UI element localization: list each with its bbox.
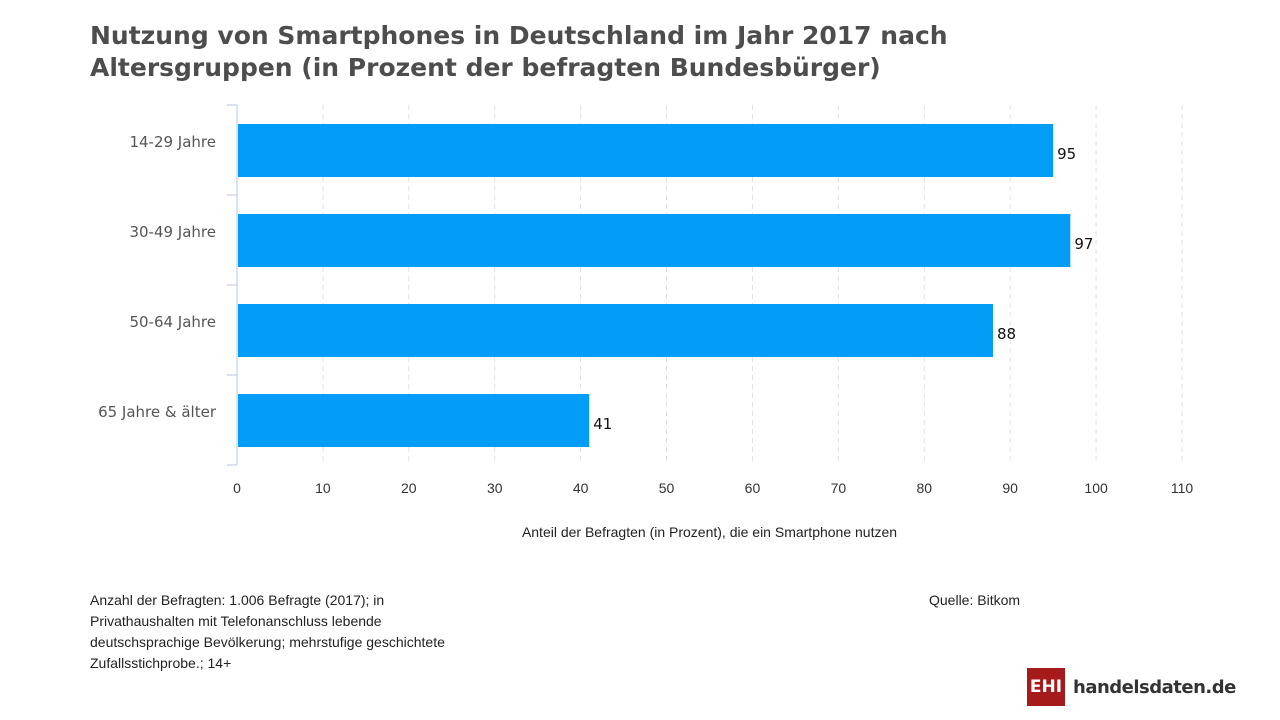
bar bbox=[238, 394, 590, 447]
y-category-label: 50-64 Jahre bbox=[129, 313, 216, 331]
y-category-label: 14-29 Jahre bbox=[129, 133, 216, 151]
y-category-label: 30-49 Jahre bbox=[129, 223, 216, 241]
x-tick-label: 40 bbox=[573, 480, 589, 496]
x-tick-label: 90 bbox=[1002, 480, 1018, 496]
x-tick-label: 100 bbox=[1084, 480, 1108, 496]
y-category-label: 65 Jahre & älter bbox=[98, 403, 217, 421]
chart-title: Nutzung von Smartphones in Deutschland i… bbox=[90, 21, 948, 82]
footnote: Anzahl der Befragten: 1.006 Befragte (20… bbox=[90, 592, 445, 671]
x-tick-label: 10 bbox=[315, 480, 331, 496]
x-tick-label: 60 bbox=[745, 480, 761, 496]
bar-chart: 0 10 20 30 40 50 60 70 80 90 100 110 14-29 Jahre 95 30… bbox=[98, 104, 1194, 540]
x-axis-title: Anteil der Befragten (in Prozent), die e… bbox=[522, 524, 897, 540]
ehi-logo[interactable]: EHI handelsdaten.de bbox=[1027, 668, 1236, 706]
bar bbox=[238, 214, 1071, 267]
x-tick-label: 20 bbox=[401, 480, 417, 496]
data-label: 97 bbox=[1074, 235, 1093, 253]
x-tick-label: 80 bbox=[916, 480, 932, 496]
x-tick-label: 70 bbox=[831, 480, 847, 496]
logo-text: handelsdaten.de bbox=[1073, 676, 1236, 698]
data-label: 88 bbox=[997, 325, 1016, 343]
ehi-logo-mark: EHI bbox=[1027, 668, 1065, 706]
bar bbox=[238, 304, 993, 357]
x-tick-label: 0 bbox=[233, 480, 241, 496]
x-tick-label: 110 bbox=[1171, 480, 1194, 496]
data-label: 41 bbox=[593, 415, 612, 433]
source-note: Quelle: Bitkom bbox=[929, 592, 1021, 608]
data-label: 95 bbox=[1057, 145, 1076, 163]
bar bbox=[238, 124, 1054, 177]
x-tick-label: 30 bbox=[487, 480, 503, 496]
x-tick-label: 50 bbox=[659, 480, 675, 496]
